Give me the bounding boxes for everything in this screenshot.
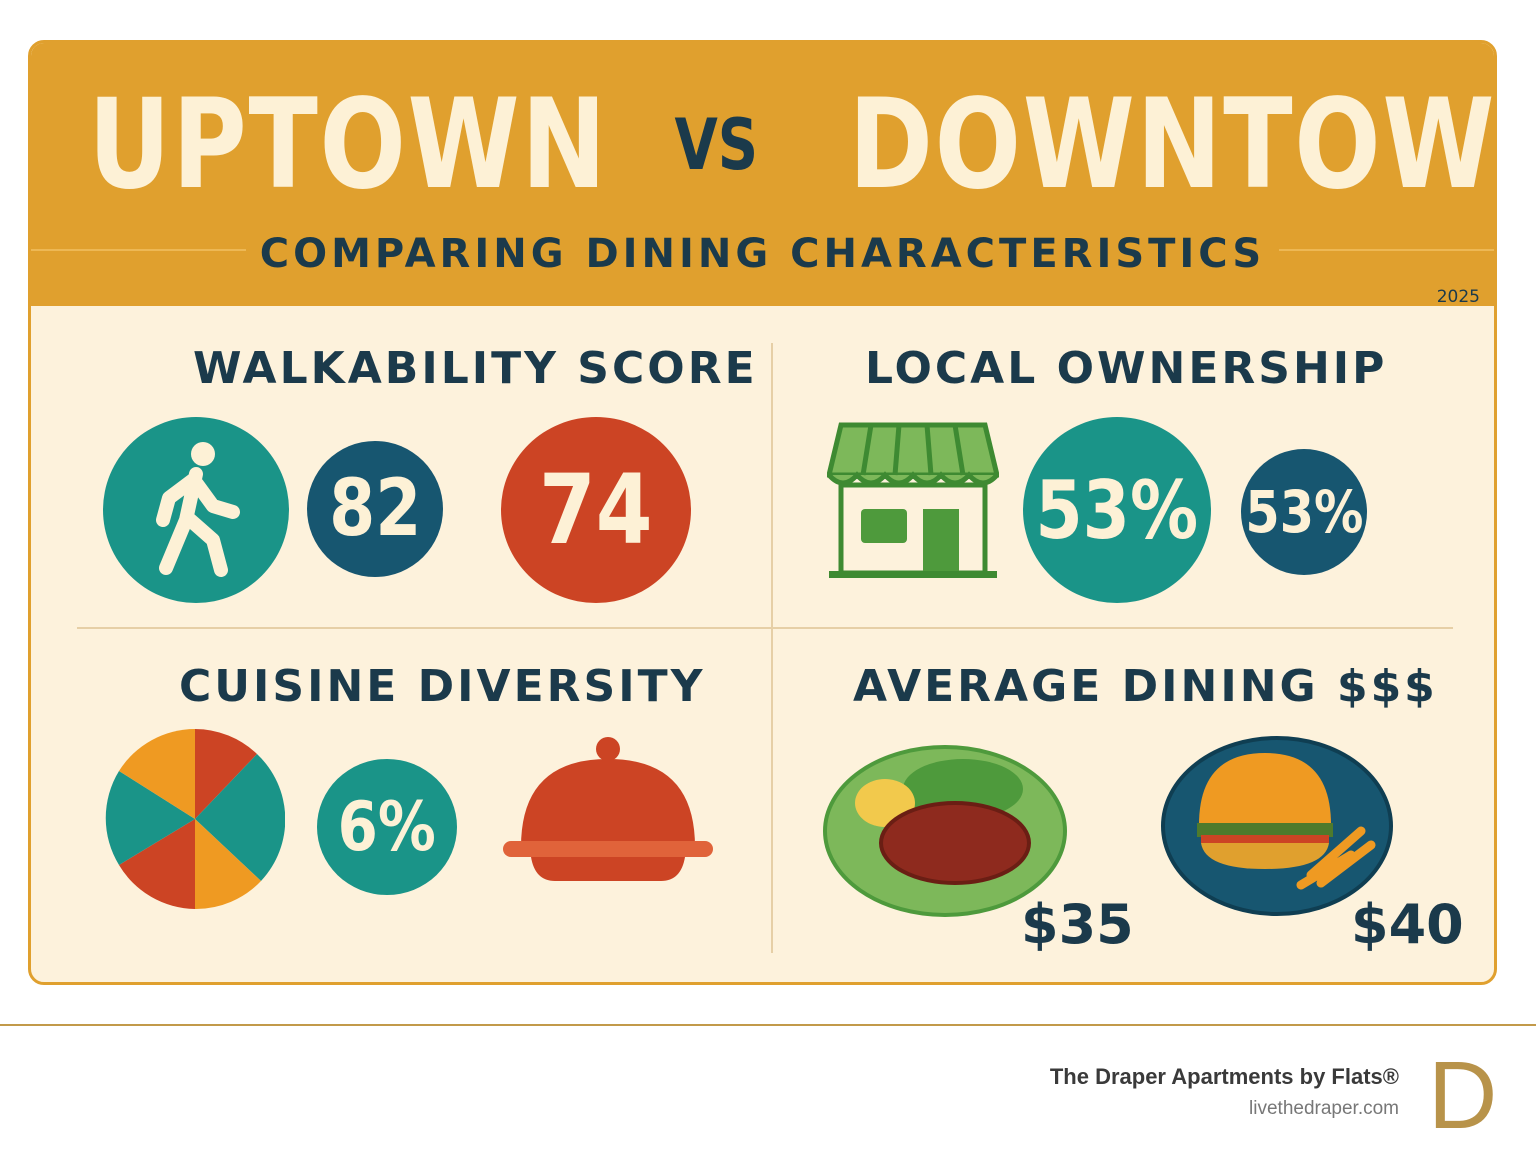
header: UPTOWN VS DOWNTOWN COMPARING DINING CHAR… — [31, 43, 1494, 307]
year-label: 2025 — [1436, 287, 1480, 307]
storefront-icon — [827, 422, 999, 578]
steak-plate-icon — [823, 745, 1067, 917]
downtown-ownership-badge: 53% — [1241, 449, 1367, 575]
cuisine-title: CUISINE DIVERSITY — [179, 661, 706, 712]
uptown-ownership-badge: 53% — [1023, 417, 1211, 603]
draper-logo: D — [1428, 1042, 1498, 1149]
food-cloche-icon — [503, 737, 713, 881]
dining-title: AVERAGE DINING $$$ — [853, 661, 1438, 712]
downtown-walkability-badge: 74 — [501, 417, 691, 603]
footer-divider — [0, 1024, 1536, 1026]
title-downtown: DOWNTOWN — [848, 73, 1497, 217]
horizontal-divider — [77, 627, 1453, 629]
ownership-title: LOCAL OWNERSHIP — [865, 343, 1388, 394]
uptown-walkability-badge: 82 — [307, 441, 443, 577]
title-vs: VS — [674, 104, 759, 186]
pie-chart-icon — [105, 729, 285, 910]
footer-brand: The Draper Apartments by Flats® — [1049, 1064, 1399, 1089]
subtitle-text: COMPARING DINING CHARACTERISTICS — [245, 231, 1280, 277]
downtown-dining-price: $40 — [1351, 893, 1464, 956]
cuisine-diversity-badge: 6% — [317, 759, 457, 895]
subtitle: COMPARING DINING CHARACTERISTICS — [31, 231, 1494, 277]
walking-person-icon — [103, 417, 289, 603]
burger-plate-icon — [1161, 736, 1393, 916]
page-title: UPTOWN VS DOWNTOWN — [31, 73, 1494, 217]
infographic-card: UPTOWN VS DOWNTOWN COMPARING DINING CHAR… — [28, 40, 1497, 985]
vertical-divider — [771, 343, 773, 953]
uptown-dining-price: $35 — [1021, 893, 1134, 956]
walkability-title: WALKABILITY SCORE — [193, 343, 758, 394]
footer-url[interactable]: livethedraper.com — [1249, 1098, 1399, 1119]
title-uptown: UPTOWN — [88, 73, 609, 217]
